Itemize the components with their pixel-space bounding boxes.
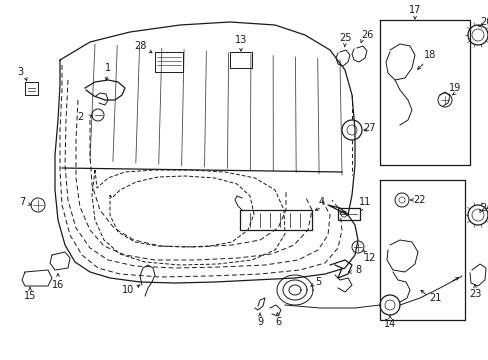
Bar	[240, 210, 311, 230]
Text: 15: 15	[24, 291, 36, 301]
Text: 28: 28	[134, 41, 146, 51]
Text: 14: 14	[383, 319, 395, 329]
Text: 18: 18	[423, 50, 435, 60]
Text: 9: 9	[256, 317, 263, 327]
Text: 6: 6	[274, 317, 281, 327]
Text: 10: 10	[122, 285, 134, 295]
Text: 27: 27	[363, 123, 375, 133]
Text: 13: 13	[234, 35, 246, 45]
Text: 20: 20	[479, 17, 488, 27]
Bar	[337, 208, 359, 220]
Text: 12: 12	[363, 253, 375, 263]
Text: 3: 3	[17, 67, 23, 77]
Text: 16: 16	[52, 280, 64, 290]
Text: 19: 19	[448, 83, 460, 93]
Text: 17: 17	[408, 5, 420, 15]
Text: 1: 1	[105, 63, 111, 73]
Text: 23: 23	[468, 289, 480, 299]
Text: 5: 5	[314, 277, 321, 287]
Text: 8: 8	[354, 265, 360, 275]
Text: 4: 4	[318, 197, 325, 207]
Text: 22: 22	[413, 195, 426, 205]
Text: 25: 25	[338, 33, 350, 43]
Text: 2: 2	[77, 112, 83, 122]
Text: 21: 21	[428, 293, 440, 303]
Bar	[155, 52, 183, 72]
Bar	[229, 52, 251, 68]
Text: 24: 24	[479, 203, 488, 213]
Text: 11: 11	[358, 197, 370, 207]
Text: 7: 7	[19, 197, 25, 207]
Text: 26: 26	[360, 30, 372, 40]
